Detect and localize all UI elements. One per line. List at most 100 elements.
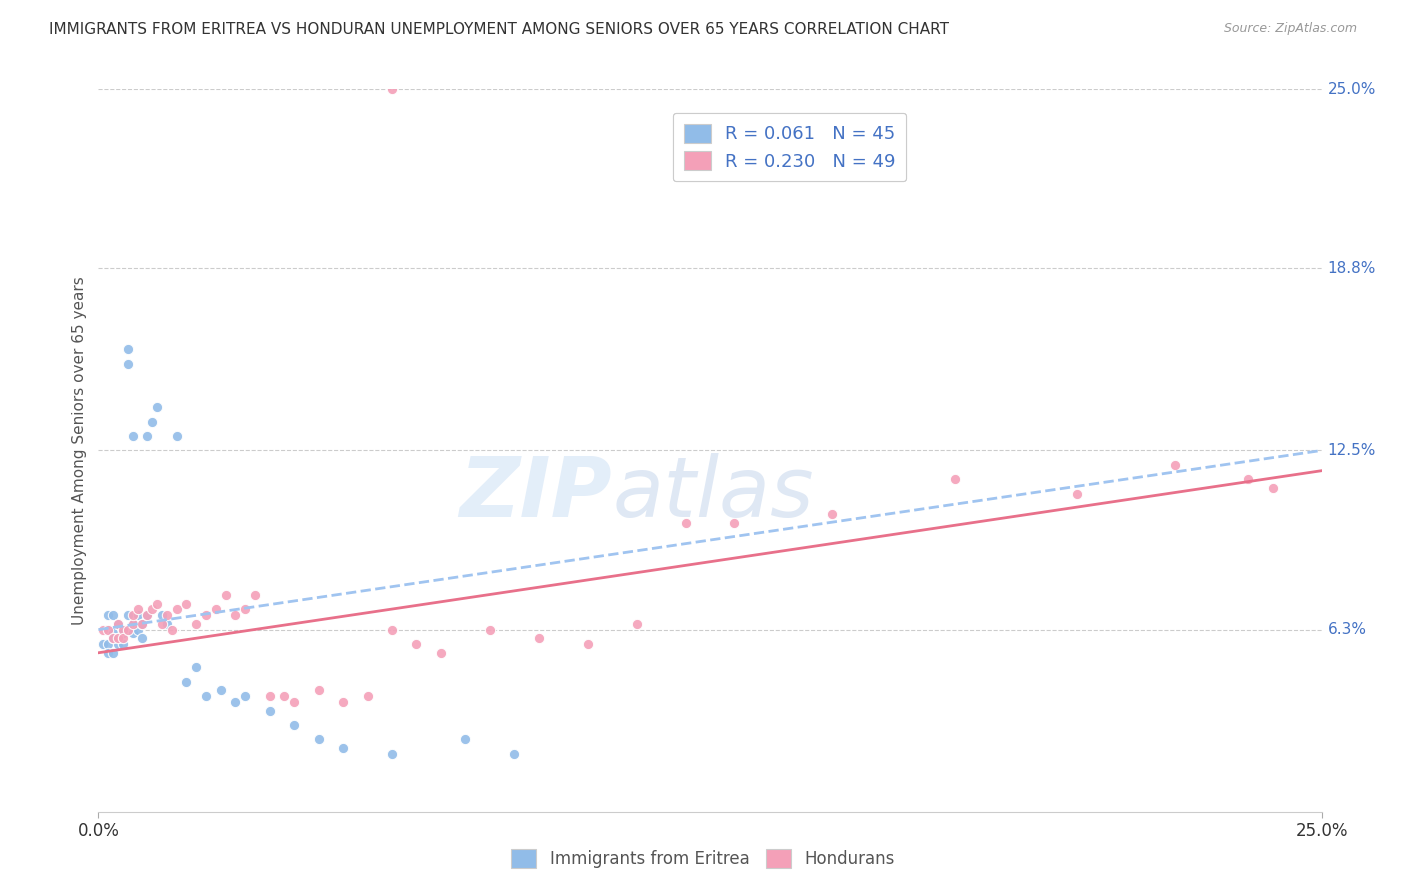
Point [308, 732, 330, 747]
Point [356, 689, 378, 703]
Point [209, 683, 232, 698]
Point [117, 357, 139, 371]
Point [136, 608, 159, 623]
Point [121, 625, 143, 640]
Point [131, 632, 153, 646]
Point [101, 608, 124, 623]
Point [176, 674, 198, 689]
Point [195, 608, 218, 623]
Text: ZIP: ZIP [460, 453, 612, 534]
Point [626, 616, 648, 631]
Point [233, 689, 256, 703]
Legend: R = 0.061   N = 45, R = 0.230   N = 49: R = 0.061 N = 45, R = 0.230 N = 49 [672, 112, 907, 181]
Point [454, 732, 477, 747]
Point [101, 646, 124, 660]
Point [117, 623, 139, 637]
Point [821, 507, 844, 521]
Text: 25.0%: 25.0% [1327, 82, 1376, 96]
Point [121, 616, 143, 631]
Point [127, 602, 149, 616]
Point [186, 660, 208, 674]
Point [205, 602, 228, 616]
Point [127, 623, 149, 637]
Point [97, 623, 120, 637]
Point [283, 695, 305, 709]
Point [224, 608, 246, 623]
Point [101, 632, 124, 646]
Point [121, 429, 143, 443]
Point [675, 516, 697, 530]
Point [381, 623, 404, 637]
Point [127, 608, 149, 623]
Point [478, 623, 501, 637]
Point [308, 683, 330, 698]
Point [141, 602, 163, 616]
Point [141, 415, 163, 429]
Text: 18.8%: 18.8% [1327, 260, 1376, 276]
Point [381, 82, 404, 96]
Point [111, 625, 134, 640]
Point [121, 616, 143, 631]
Point [160, 623, 183, 637]
Legend: Immigrants from Eritrea, Hondurans: Immigrants from Eritrea, Hondurans [505, 843, 901, 875]
Point [121, 608, 143, 623]
Point [107, 616, 129, 631]
Point [1164, 458, 1187, 472]
Point [195, 689, 218, 703]
Point [430, 646, 453, 660]
Point [136, 608, 159, 623]
Point [166, 429, 188, 443]
Point [111, 632, 134, 646]
Point [156, 616, 179, 631]
Point [117, 343, 139, 357]
Y-axis label: Unemployment Among Seniors over 65 years: Unemployment Among Seniors over 65 years [72, 277, 87, 624]
Point [233, 602, 256, 616]
Point [176, 597, 198, 611]
Point [273, 689, 295, 703]
Point [146, 400, 169, 414]
Point [107, 632, 129, 646]
Point [107, 632, 129, 646]
Point [527, 632, 550, 646]
Point [150, 616, 173, 631]
Point [283, 718, 305, 732]
Point [1066, 487, 1088, 501]
Point [111, 623, 134, 637]
Text: 6.3%: 6.3% [1327, 622, 1367, 637]
Point [1261, 481, 1284, 495]
Point [214, 588, 236, 602]
Point [131, 616, 153, 631]
Point [117, 608, 139, 623]
Point [723, 516, 745, 530]
Point [243, 588, 266, 602]
Point [97, 608, 120, 623]
Point [97, 646, 120, 660]
Text: 12.5%: 12.5% [1327, 443, 1376, 458]
Point [101, 625, 124, 640]
Point [503, 747, 526, 761]
Point [332, 741, 354, 756]
Point [91, 623, 114, 637]
Point [111, 637, 134, 651]
Point [259, 689, 281, 703]
Point [186, 616, 208, 631]
Point [146, 597, 169, 611]
Point [97, 623, 120, 637]
Point [156, 608, 179, 623]
Point [97, 637, 120, 651]
Point [405, 637, 427, 651]
Point [576, 637, 599, 651]
Point [107, 637, 129, 651]
Point [101, 632, 124, 646]
Point [224, 695, 246, 709]
Point [150, 608, 173, 623]
Point [166, 602, 188, 616]
Text: IMMIGRANTS FROM ERITREA VS HONDURAN UNEMPLOYMENT AMONG SENIORS OVER 65 YEARS COR: IMMIGRANTS FROM ERITREA VS HONDURAN UNEM… [49, 22, 949, 37]
Point [91, 637, 114, 651]
Point [131, 616, 153, 631]
Point [943, 472, 966, 486]
Point [136, 429, 159, 443]
Point [381, 747, 404, 761]
Point [107, 616, 129, 631]
Point [259, 704, 281, 718]
